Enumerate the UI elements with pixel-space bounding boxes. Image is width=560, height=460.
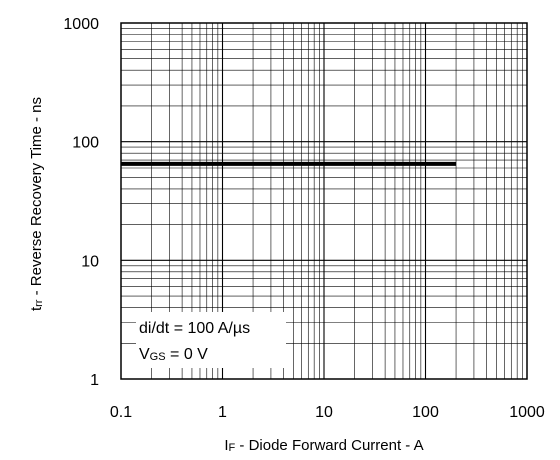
annotation-vgs-text: = 0 V bbox=[166, 346, 209, 363]
plot-frame bbox=[120, 22, 528, 380]
x-axis-label-symbol: I bbox=[224, 437, 228, 454]
y-axis-label-symbol: t bbox=[28, 306, 45, 311]
major-gridlines bbox=[121, 23, 527, 379]
x-tick-label: 1000 bbox=[509, 404, 545, 421]
x-tick-label: 0.1 bbox=[110, 404, 132, 421]
minor-gridlines bbox=[121, 23, 527, 379]
annotation-vgs: VGS = 0 V bbox=[139, 346, 208, 363]
x-tick-label: 1 bbox=[218, 404, 227, 421]
y-tick-label: 100 bbox=[72, 135, 99, 152]
x-axis-label-subscript: F bbox=[229, 442, 236, 454]
y-axis-label-subscript: rr bbox=[33, 299, 45, 307]
annotations: di/dt = 100 A/µs VGS = 0 V bbox=[139, 320, 250, 363]
y-tick-label: 1 bbox=[90, 372, 99, 389]
y-tick-label: 10 bbox=[81, 253, 99, 270]
x-axis-label: IF - Diode Forward Current - A bbox=[224, 437, 423, 454]
annotation-didt: di/dt = 100 A/µs bbox=[139, 320, 250, 337]
x-tick-label: 10 bbox=[315, 404, 333, 421]
annotation-vgs-subscript: GS bbox=[150, 351, 166, 363]
y-axis-label: trr - Reverse Recovery Time - ns bbox=[28, 97, 45, 311]
x-axis-label-text: - Diode Forward Current - A bbox=[235, 437, 423, 454]
x-tick-labels: 0.1 1 10 100 1000 bbox=[110, 404, 545, 421]
x-tick-label: 100 bbox=[412, 404, 439, 421]
y-tick-label: 1000 bbox=[63, 16, 99, 33]
annotation-vgs-symbol: V bbox=[139, 346, 150, 363]
y-axis-label-text: - Reverse Recovery Time - ns bbox=[28, 97, 45, 300]
annotation-box bbox=[136, 312, 286, 368]
y-tick-labels: 1 10 100 1000 bbox=[63, 16, 99, 389]
